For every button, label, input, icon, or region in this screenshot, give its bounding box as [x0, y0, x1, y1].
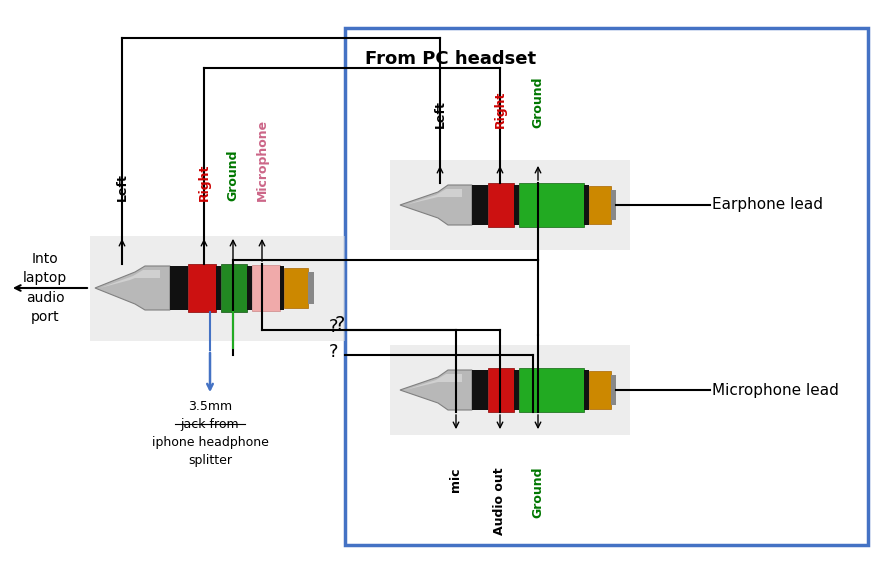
Text: Right: Right — [494, 91, 507, 128]
Polygon shape — [100, 270, 160, 288]
Text: 3.5mm
jack from
iphone headphone
splitter: 3.5mm jack from iphone headphone splitte… — [152, 400, 268, 467]
Bar — [589, 371, 611, 409]
Text: ?: ? — [335, 316, 346, 335]
Text: From PC headset: From PC headset — [365, 50, 536, 68]
Text: Earphone lead: Earphone lead — [712, 197, 823, 213]
Bar — [584, 370, 589, 410]
Text: Left: Left — [115, 173, 128, 201]
Polygon shape — [405, 374, 462, 390]
Polygon shape — [405, 189, 462, 205]
Text: Ground: Ground — [227, 149, 239, 201]
Bar — [472, 185, 488, 225]
Bar — [488, 368, 514, 412]
Bar — [216, 266, 221, 310]
Bar — [188, 264, 216, 312]
Text: Into
laptop
audio
port: Into laptop audio port — [23, 252, 67, 324]
Bar — [280, 266, 284, 310]
Bar — [472, 370, 488, 410]
Bar — [584, 185, 589, 225]
Polygon shape — [400, 370, 472, 410]
Bar — [284, 268, 308, 308]
Bar — [308, 272, 314, 304]
Text: Right: Right — [198, 164, 211, 201]
Bar — [90, 235, 345, 340]
Text: Ground: Ground — [532, 76, 545, 128]
Text: Audio out: Audio out — [494, 467, 507, 535]
Bar — [345, 28, 868, 545]
Bar — [390, 160, 630, 250]
Bar — [519, 368, 584, 412]
Bar — [170, 266, 188, 310]
Bar — [247, 266, 252, 310]
Bar — [589, 186, 611, 224]
Text: Microphone lead: Microphone lead — [712, 382, 839, 397]
Bar — [488, 183, 514, 227]
Bar — [514, 370, 519, 410]
Bar — [221, 264, 247, 312]
Polygon shape — [400, 185, 472, 225]
Bar — [611, 190, 616, 220]
Bar — [390, 345, 630, 435]
Bar — [252, 265, 280, 311]
Text: ?: ? — [329, 318, 338, 336]
Text: Microphone: Microphone — [255, 119, 268, 201]
Text: ?: ? — [329, 343, 338, 361]
Text: mic: mic — [449, 467, 462, 491]
Text: Ground: Ground — [532, 467, 545, 519]
Bar — [514, 185, 519, 225]
Bar — [519, 183, 584, 227]
Polygon shape — [95, 266, 170, 310]
Bar — [611, 375, 616, 405]
Text: Left: Left — [433, 100, 447, 128]
